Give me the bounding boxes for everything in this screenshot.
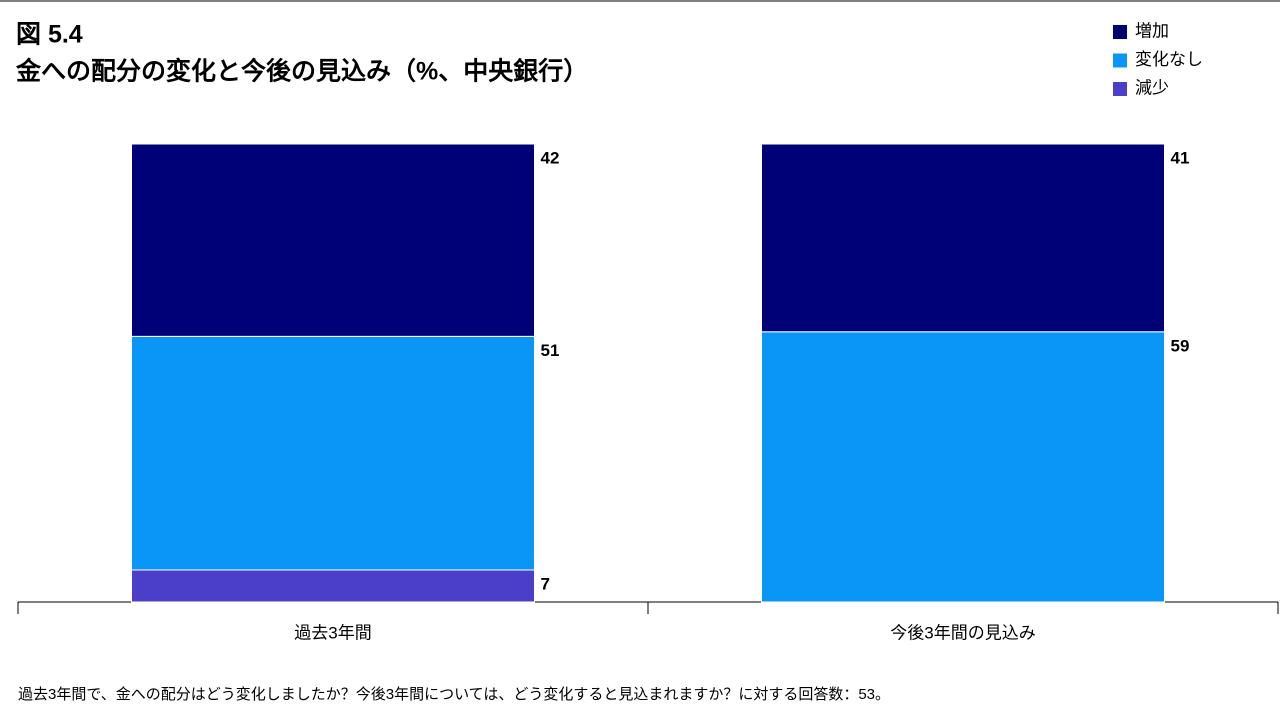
value-label: 59 bbox=[1171, 336, 1190, 355]
footnote: 過去3年間で、金への配分はどう変化しましたか？今後3年間については、どう変化する… bbox=[18, 686, 890, 703]
figure-label: 図 5.4 bbox=[16, 21, 83, 49]
legend-swatch bbox=[1113, 82, 1127, 96]
x-tick-label: 今後3年間の見込み bbox=[890, 623, 1035, 642]
legend-label: 減少 bbox=[1135, 78, 1169, 97]
legend-swatch bbox=[1113, 53, 1127, 68]
value-label: 51 bbox=[541, 341, 560, 360]
bar-segment bbox=[131, 569, 535, 603]
bar-segment bbox=[131, 143, 535, 337]
legend-swatch bbox=[1113, 25, 1127, 39]
value-label: 7 bbox=[541, 574, 550, 593]
value-label: 42 bbox=[541, 148, 560, 167]
legend-label: 増加 bbox=[1135, 21, 1169, 40]
chart-title: 金への配分の変化と今後の見込み（%、中央銀行） bbox=[15, 57, 588, 86]
bar-segment bbox=[131, 335, 535, 571]
bar-segment bbox=[761, 331, 1165, 603]
legend-label: 変化なし bbox=[1135, 50, 1203, 69]
value-label: 41 bbox=[1171, 148, 1190, 167]
bar-segment bbox=[761, 143, 1165, 333]
x-tick-label: 過去3年間 bbox=[294, 623, 371, 642]
